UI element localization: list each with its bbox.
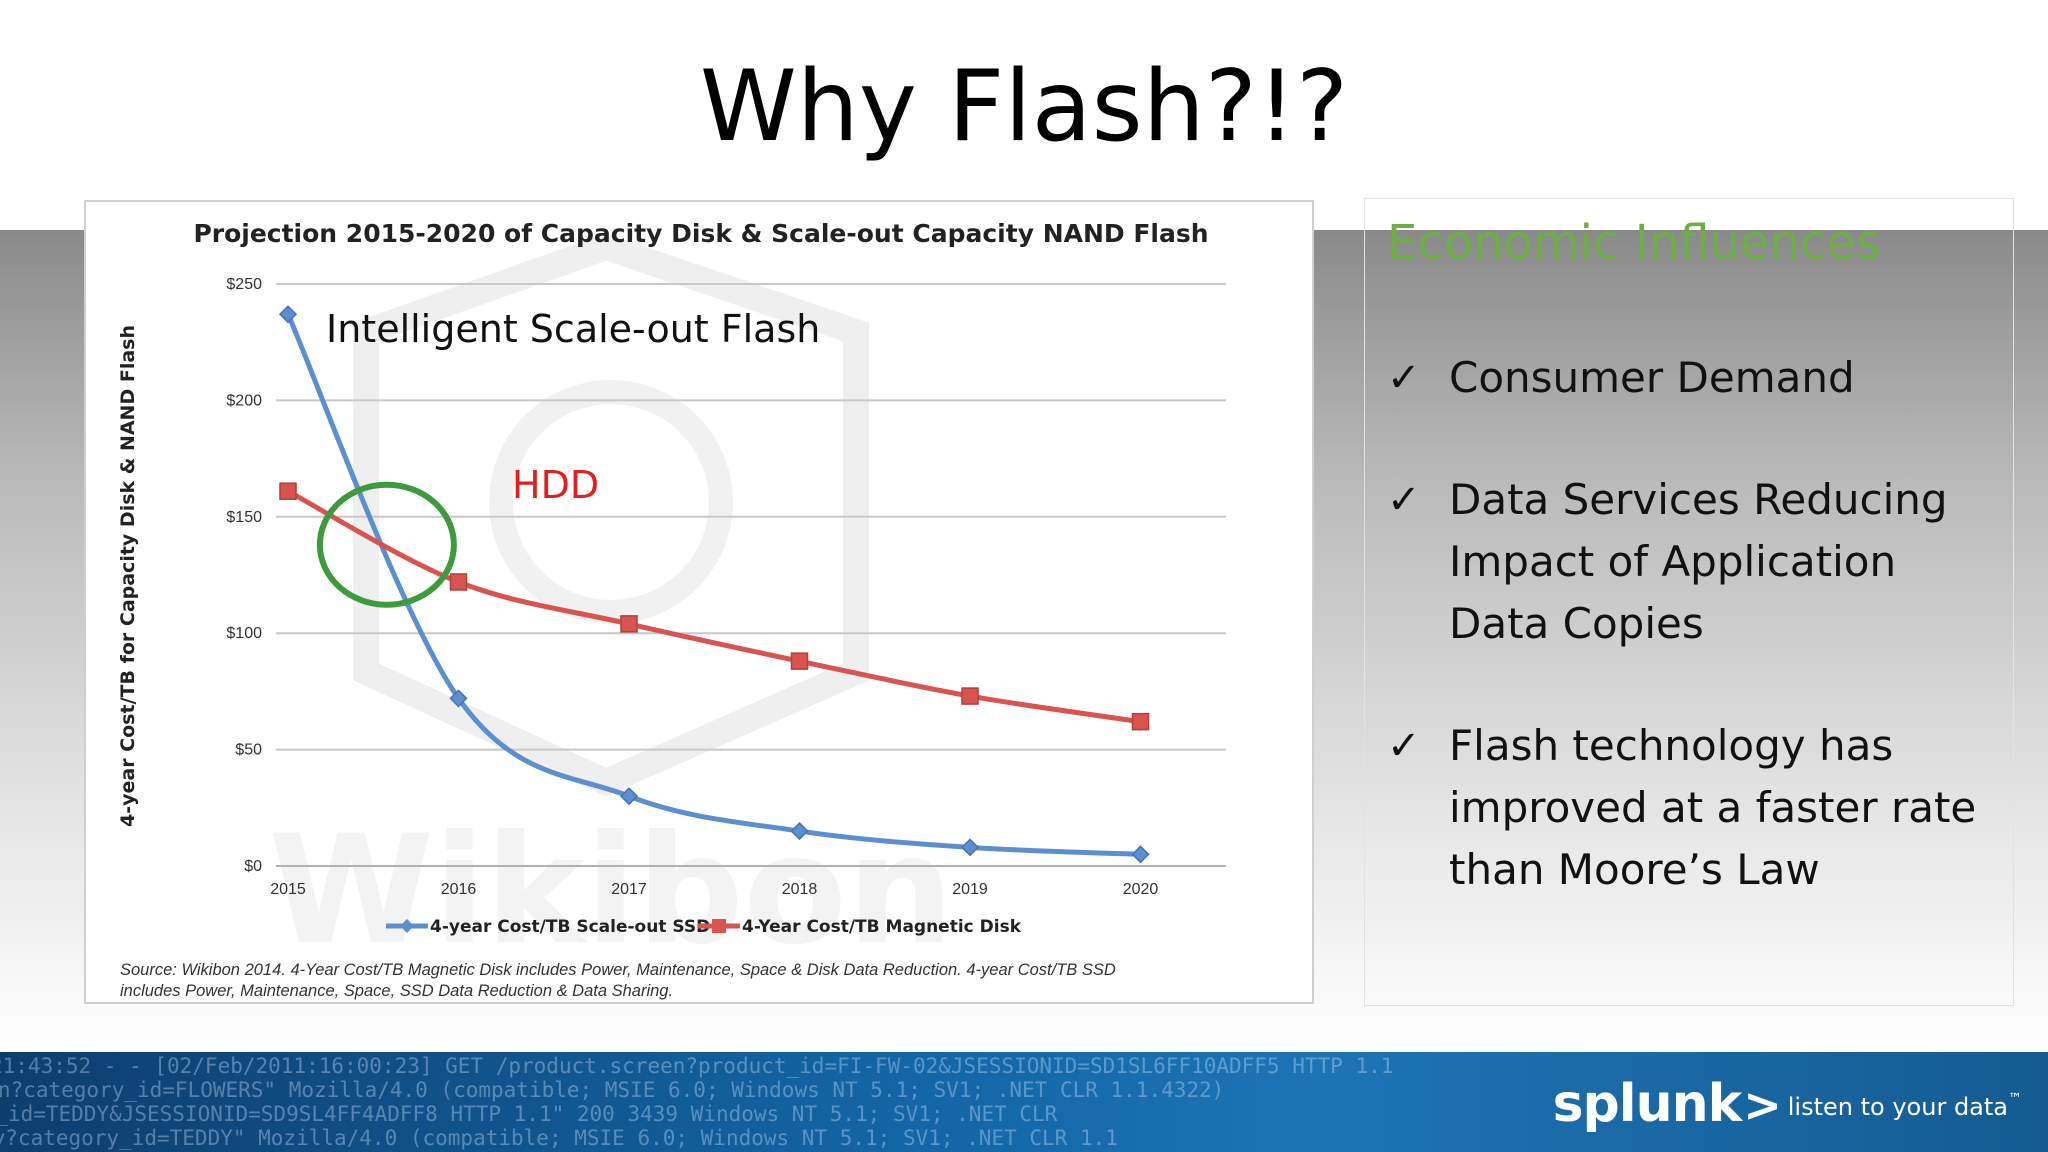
brand-name: splunk xyxy=(1552,1074,1743,1134)
watermark-hexagon xyxy=(353,233,869,797)
data-point-square xyxy=(961,687,979,705)
check-icon: ✓ xyxy=(1387,477,1421,523)
chevron-right-icon: > xyxy=(1743,1078,1782,1132)
watermark-text: Wikibon xyxy=(268,804,953,978)
footer-bar: 21:43:52 - - [02/Feb/2011:16:00:23] GET … xyxy=(0,1052,2048,1152)
y-tick-label: $0 xyxy=(244,858,262,875)
slide-title: Why Flash?!? xyxy=(699,50,1349,164)
cost-projection-chart: Wikibon $0 $50 $100 $150 $200 $250 2015 2016 2017… xyxy=(117,219,1226,1000)
y-tick-label: $150 xyxy=(226,509,262,526)
footer-code-line: ry?category_id=TEDDY" Mozilla/4.0 (compa… xyxy=(0,1126,1118,1150)
legend-marker-ssd xyxy=(400,919,414,933)
x-tick-label: 2015 xyxy=(270,881,306,898)
data-point-square xyxy=(620,615,638,633)
brand-tagline: listen to your data xyxy=(1787,1093,2008,1121)
bullet-text: Flash technology has improved at a faste… xyxy=(1449,721,1977,894)
watermark-circle xyxy=(489,380,733,624)
bullet-item-consumer-demand: ✓ Consumer Demand xyxy=(1387,347,1855,409)
data-point-square xyxy=(279,482,297,500)
bullet-item-data-services: ✓ Data Services Reducing Impact of Appli… xyxy=(1387,469,1948,655)
annotation-ssd-label: Intelligent Scale-out Flash xyxy=(326,307,820,351)
bullet-text: Consumer Demand xyxy=(1449,353,1855,402)
data-point-diamond xyxy=(1131,845,1150,864)
x-tick-label: 2019 xyxy=(952,881,988,898)
series-line-1 xyxy=(285,488,1143,725)
check-icon: ✓ xyxy=(1387,723,1421,769)
y-tick-label: $100 xyxy=(226,625,262,642)
y-tick-label: $50 xyxy=(235,742,262,759)
splunk-logo: splunk> listen to your data™ xyxy=(1553,1074,2022,1134)
footer-code-line: ry_id=TEDDY&JSESSIONID=SD9SL4FF4ADFF8 HT… xyxy=(0,1102,1058,1126)
data-point-square xyxy=(449,573,468,591)
trademark-mark: ™ xyxy=(2008,1091,2022,1107)
data-point-diamond xyxy=(449,689,468,708)
source-note-line2: includes Power, Maintenance, Space, SSD … xyxy=(120,982,673,1000)
source-note-line1: Source: Wikibon 2014. 4-Year Cost/TB Mag… xyxy=(120,961,1116,979)
x-tick-label: 2017 xyxy=(611,881,647,898)
legend-marker-hdd xyxy=(712,919,726,933)
legend-label-hdd: 4-Year Cost/TB Magnetic Disk xyxy=(742,917,1022,937)
x-tick-label: 2018 xyxy=(782,881,818,898)
check-icon: ✓ xyxy=(1387,355,1421,401)
legend-label-ssd: 4-year Cost/TB Scale-out SSD xyxy=(430,917,710,937)
data-point-square xyxy=(790,652,809,670)
footer-code-line: 21:43:52 - - [02/Feb/2011:16:00:23] GET … xyxy=(0,1054,1394,1078)
data-point-square xyxy=(1131,712,1150,731)
bullet-item-flash-technology: ✓ Flash technology has improved at a fas… xyxy=(1387,715,1976,901)
y-axis-label: 4-year Cost/TB for Capacity Disk & NAND … xyxy=(117,325,139,827)
y-tick-label: $250 xyxy=(226,276,262,293)
highlight-circle xyxy=(316,481,457,608)
data-point-diamond xyxy=(278,305,298,324)
data-point-diamond xyxy=(960,838,980,857)
x-tick-label: 2016 xyxy=(441,881,477,898)
chart-title: Projection 2015-2020 of Capacity Disk & … xyxy=(193,219,1208,248)
bullet-text: Data Services Reducing Impact of Applica… xyxy=(1449,475,1948,648)
series-line-0 xyxy=(285,311,1143,857)
economic-influences-panel: Economic Influences ✓ Consumer Demand ✓ … xyxy=(1364,198,2014,1006)
chart-panel: Wikibon $0 $50 $100 $150 $200 $250 2015 2016 2017… xyxy=(84,200,1314,1004)
annotation-hdd-label: HDD xyxy=(512,463,599,507)
panel-heading: Economic Influences xyxy=(1387,215,1881,271)
data-point-diamond xyxy=(619,787,639,806)
data-point-diamond xyxy=(790,822,809,841)
y-tick-label: $200 xyxy=(226,392,262,409)
footer-code-line: reen?category_id=FLOWERS" Mozilla/4.0 (c… xyxy=(0,1078,1225,1102)
x-tick-label: 2020 xyxy=(1123,881,1159,898)
